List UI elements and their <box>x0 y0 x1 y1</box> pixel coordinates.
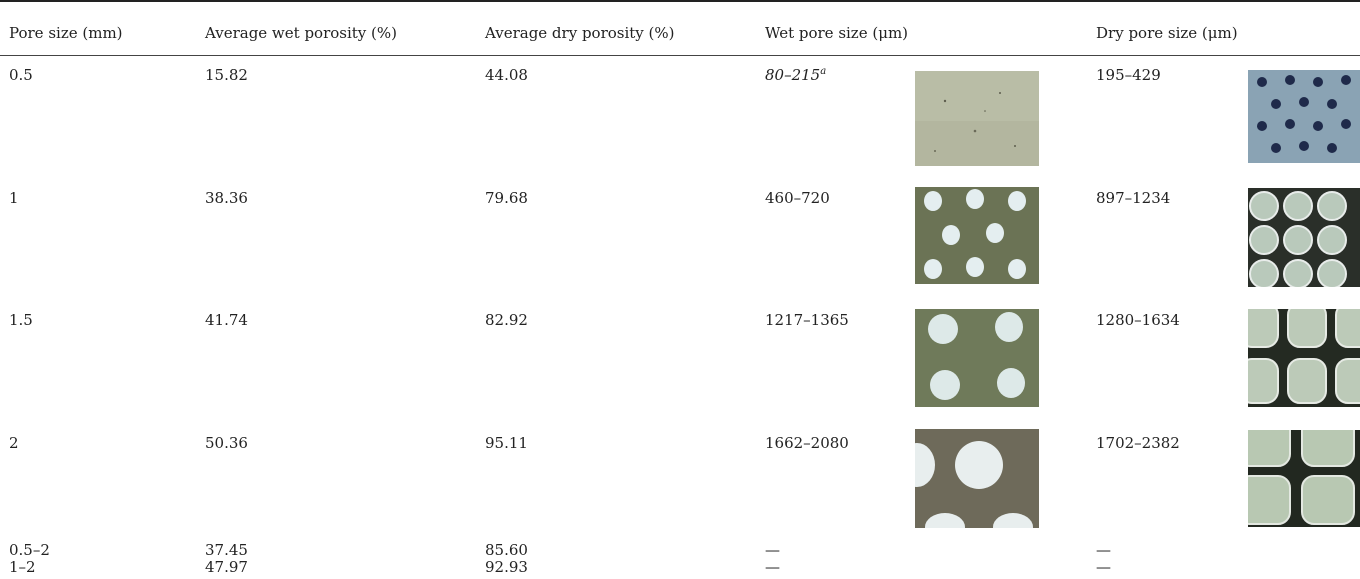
cell-dry-porosity: 82.92 <box>485 311 528 329</box>
cell-pore-size: 0.5–2 <box>9 541 50 559</box>
cell-wet-pore-size: 1662–2080 <box>765 434 849 452</box>
header-avg-dry-porosity: Average dry porosity (%) <box>485 24 675 42</box>
wet-scaffold-micrograph <box>915 187 1039 284</box>
cell-pore-size: 0.5 <box>9 66 33 84</box>
cell-wet-pore-size: 80–215a <box>765 66 826 84</box>
cell-wet-porosity: 15.82 <box>205 66 248 84</box>
cell-pore-size: 1.5 <box>9 311 33 329</box>
cell-wet-pore-size: 460–720 <box>765 189 830 207</box>
cell-dry-pore-size: 1702–2382 <box>1096 434 1180 452</box>
wet-pore-size-value: 80–215 <box>765 66 821 84</box>
cell-dry-pore-size: 1280–1634 <box>1096 311 1180 329</box>
header-pore-size: Pore size (mm) <box>9 24 123 42</box>
table-top-rule <box>0 0 1360 2</box>
cell-wet-porosity: 38.36 <box>205 189 248 207</box>
wet-scaffold-micrograph <box>915 429 1039 528</box>
header-wet-pore-size: Wet pore size (μm) <box>765 24 909 42</box>
cell-dry-porosity: 95.11 <box>485 434 528 452</box>
cell-dry-pore-size: — <box>1096 541 1111 559</box>
header-dry-pore-size: Dry pore size (μm) <box>1096 24 1238 42</box>
table-header-rule <box>0 55 1360 56</box>
cell-dry-porosity: 44.08 <box>485 66 528 84</box>
cell-wet-pore-size: — <box>765 558 780 576</box>
cell-wet-porosity: 50.36 <box>205 434 248 452</box>
dry-scaffold-micrograph <box>1248 430 1360 527</box>
dry-scaffold-micrograph <box>1248 70 1360 163</box>
cell-dry-pore-size: 897–1234 <box>1096 189 1171 207</box>
cell-wet-pore-size: — <box>765 541 780 559</box>
footnote-marker: a <box>820 66 827 77</box>
wet-scaffold-micrograph <box>915 309 1039 407</box>
cell-dry-porosity: 92.93 <box>485 558 528 576</box>
cell-dry-pore-size: 195–429 <box>1096 66 1161 84</box>
dry-scaffold-micrograph <box>1248 188 1360 287</box>
cell-wet-porosity: 41.74 <box>205 311 248 329</box>
cell-wet-pore-size: 1217–1365 <box>765 311 849 329</box>
dry-scaffold-micrograph <box>1248 309 1360 407</box>
cell-wet-porosity: 37.45 <box>205 541 248 559</box>
wet-scaffold-micrograph <box>915 71 1039 166</box>
cell-pore-size: 1–2 <box>9 558 36 576</box>
cell-wet-porosity: 47.97 <box>205 558 248 576</box>
cell-pore-size: 2 <box>9 434 19 452</box>
cell-pore-size: 1 <box>9 189 19 207</box>
cell-dry-pore-size: — <box>1096 558 1111 576</box>
cell-dry-porosity: 79.68 <box>485 189 528 207</box>
header-avg-wet-porosity: Average wet porosity (%) <box>205 24 398 42</box>
cell-dry-porosity: 85.60 <box>485 541 528 559</box>
